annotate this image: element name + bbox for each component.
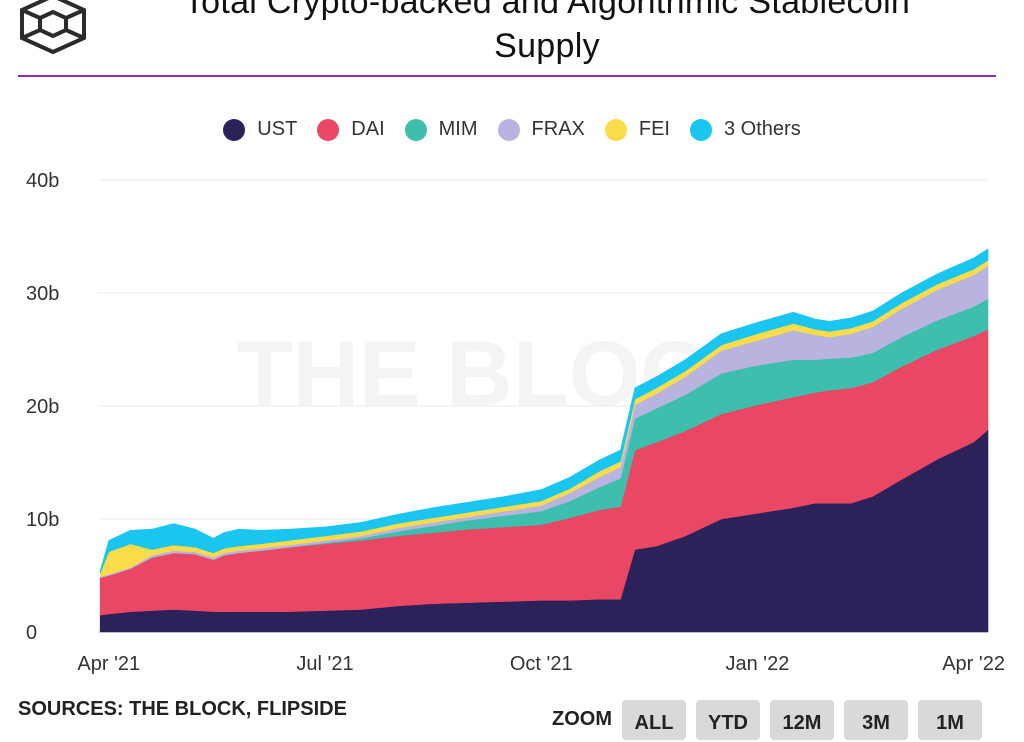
x-tick-label: Apr '22 <box>942 653 1005 675</box>
chart-title-line-1: Total Crypto-backed and Algorithmic Stab… <box>183 0 911 21</box>
zoom-ytd-button[interactable]: YTD <box>696 700 760 740</box>
legend-swatch <box>690 118 712 141</box>
legend-item-3-others[interactable]: 3 Others <box>690 118 801 141</box>
y-tick-label: 40b <box>26 170 59 192</box>
legend-item-ust[interactable]: UST <box>223 118 297 141</box>
legend-swatch <box>604 118 627 141</box>
zoom-controls: ZOOM ALL YTD 12M 3M 1M <box>552 700 992 740</box>
x-tick-label: Apr '21 <box>77 653 140 675</box>
y-tick-label: 30b <box>26 283 59 305</box>
chart-title-line-2: Supply <box>494 27 600 65</box>
area-series-3-others <box>99 248 989 574</box>
zoom-label: ZOOM <box>552 708 612 730</box>
legend-item-fei[interactable]: FEI <box>604 118 670 141</box>
legend-label: MIM <box>438 118 478 140</box>
legend-item-frax[interactable]: FRAX <box>497 118 585 141</box>
chart-title: Total Crypto-backed and Algorithmic Stab… <box>90 0 1004 68</box>
chart-legend: UST DAI MIM FRAX FEI 3 Others <box>0 118 1024 141</box>
zoom-3m-button[interactable]: 3M <box>844 700 908 740</box>
y-tick-label: 20b <box>26 396 59 418</box>
zoom-12m-button[interactable]: 12M <box>770 700 834 740</box>
zoom-1m-button[interactable]: 1M <box>918 700 982 740</box>
x-tick-label: Jan '22 <box>725 653 789 675</box>
legend-label: 3 Others <box>724 118 801 140</box>
legend-swatch <box>497 118 520 141</box>
the-block-logo-icon <box>20 0 86 55</box>
sources-note: SOURCES: THE BLOCK, FLIPSIDE <box>18 698 347 720</box>
legend-swatch <box>317 118 340 141</box>
legend-label: UST <box>257 118 298 140</box>
x-tick-label: Oct '21 <box>510 653 573 675</box>
legend-label: FRAX <box>531 118 585 140</box>
x-tick-label: Jul '21 <box>296 653 353 675</box>
zoom-all-button[interactable]: ALL <box>622 700 686 740</box>
legend-item-dai[interactable]: DAI <box>317 118 385 141</box>
legend-label: DAI <box>351 118 385 140</box>
legend-item-mim[interactable]: MIM <box>404 118 478 141</box>
legend-swatch <box>404 118 427 141</box>
y-tick-label: 0 <box>26 622 37 644</box>
legend-swatch <box>223 118 246 141</box>
y-tick-label: 10b <box>26 509 59 531</box>
legend-label: FEI <box>638 118 670 140</box>
title-divider <box>18 75 996 77</box>
